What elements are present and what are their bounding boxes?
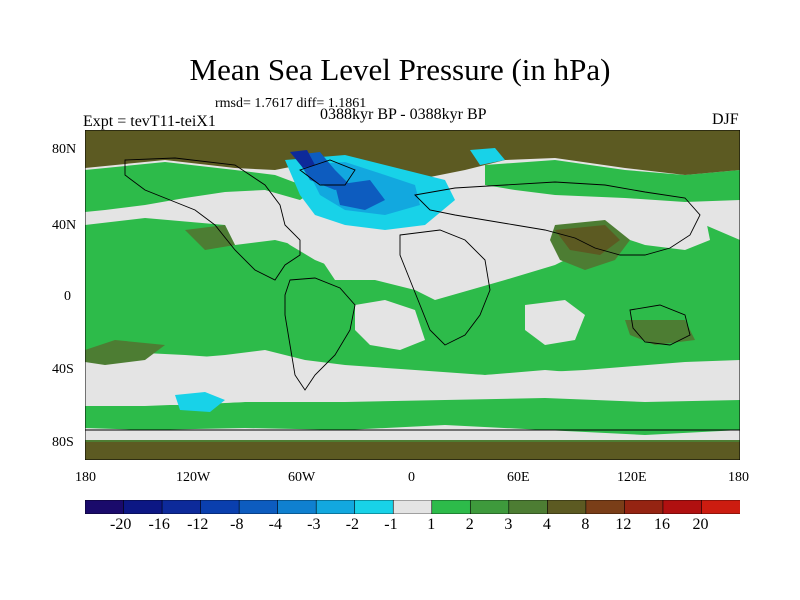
colorbar-label: 12 xyxy=(615,516,632,533)
colorbar-swatch xyxy=(161,500,202,514)
x-tick-120e: 120E xyxy=(617,470,647,485)
x-tick-180e: 180 xyxy=(728,470,749,485)
colorbar-swatch xyxy=(277,500,317,514)
colorbar-swatch xyxy=(508,500,549,514)
colorbar-label: 4 xyxy=(542,516,551,533)
colorbar-swatch xyxy=(469,500,510,514)
y-tick-40n: 40N xyxy=(52,218,77,233)
colorbar-label: -4 xyxy=(268,516,282,533)
blue-low-regions xyxy=(175,148,505,412)
colorbar-label: 8 xyxy=(581,516,590,533)
colorbar-label: 16 xyxy=(653,516,670,533)
coastlines xyxy=(85,157,740,431)
colorbar-swatch xyxy=(354,500,395,514)
figure-title: Mean Sea Level Pressure (in hPa) xyxy=(189,52,611,87)
x-tick-60e: 60E xyxy=(507,470,530,485)
colorbar-label: -16 xyxy=(148,516,170,533)
colorbar-swatch xyxy=(85,500,125,514)
colorbar-swatch xyxy=(392,500,433,514)
colorbar-swatch xyxy=(238,500,279,514)
colorbar-swatch xyxy=(624,500,664,514)
season-label: DJF xyxy=(712,111,739,128)
x-tick-60w: 60W xyxy=(288,470,316,485)
colorbar-label: 20 xyxy=(692,516,709,533)
y-tick-0: 0 xyxy=(64,289,71,304)
x-tick-120w: 120W xyxy=(176,470,211,485)
period-text: 0388kyr BP - 0388kyr BP xyxy=(320,106,487,123)
colorbar-label: -8 xyxy=(230,516,244,533)
brown-regions xyxy=(85,130,740,460)
x-tick-0: 0 xyxy=(408,470,415,485)
x-tick-180w: 180 xyxy=(75,470,96,485)
colorbar-label: -12 xyxy=(187,516,209,533)
y-tick-80s: 80S xyxy=(52,435,74,450)
colorbar-swatch xyxy=(431,500,472,514)
colorbar-swatch xyxy=(547,500,587,514)
colorbar-swatch xyxy=(662,500,703,514)
colorbar-label: -1 xyxy=(384,516,398,533)
colorbar-label: 3 xyxy=(504,516,513,533)
y-tick-40s: 40S xyxy=(52,362,74,377)
colorbar-label: -2 xyxy=(345,516,360,533)
experiment-label: Expt = tevT11-teiX1 xyxy=(83,113,216,130)
colorbar-label: 2 xyxy=(465,516,474,533)
pressure-map xyxy=(85,130,740,460)
colorbar-label: -3 xyxy=(307,516,321,533)
colorbar-swatch xyxy=(200,500,240,514)
colorbar-label: -20 xyxy=(110,516,132,533)
stats-text: rmsd= 1.7617 diff= 1.1861 xyxy=(215,96,367,111)
colorbar-swatch xyxy=(585,500,626,514)
colorbar-label: 1 xyxy=(427,516,436,533)
colorbar-swatch xyxy=(315,500,356,514)
colorbar-swatch xyxy=(123,500,163,514)
y-tick-80n: 80N xyxy=(52,142,77,157)
gray-regions xyxy=(85,185,740,406)
colorbar xyxy=(85,500,740,514)
colorbar-swatch xyxy=(701,500,740,514)
